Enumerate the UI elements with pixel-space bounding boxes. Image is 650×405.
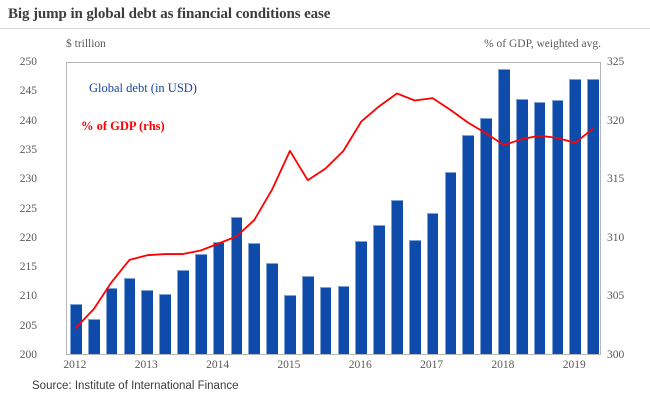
- y-tick-right: 320: [607, 114, 625, 127]
- x-tick-label: 2017: [420, 359, 444, 371]
- y-tick-right: 315: [607, 173, 625, 186]
- bar: [515, 99, 528, 354]
- x-tick-label: 2012: [63, 359, 87, 371]
- bar: [70, 304, 82, 354]
- bar: [337, 286, 350, 354]
- bar: [105, 287, 118, 354]
- pct-gdp-polyline: [75, 92, 594, 329]
- left-axis-caption: $ trillion: [66, 38, 106, 50]
- bar: [462, 135, 475, 354]
- bar: [141, 289, 154, 354]
- y-tick-left: 240: [19, 114, 37, 127]
- bar: [87, 318, 100, 354]
- y-tick-left: 210: [19, 290, 37, 303]
- bar: [533, 102, 546, 354]
- y-tick-left: 230: [19, 173, 37, 186]
- bar: [355, 240, 368, 354]
- bar: [498, 68, 510, 354]
- bar: [159, 294, 171, 354]
- x-tick-label: 2019: [562, 359, 586, 371]
- y-tick-right: 325: [607, 56, 625, 68]
- bar: [177, 270, 189, 354]
- bar: [230, 216, 243, 354]
- y-tick-left: 225: [19, 202, 37, 215]
- legend-item-global-debt: Global debt (in USD): [89, 81, 197, 95]
- title-divider: [0, 28, 650, 29]
- y-tick-right: 310: [607, 231, 625, 244]
- bar: [301, 276, 314, 354]
- bar: [551, 99, 564, 354]
- bar: [248, 242, 261, 354]
- page-title: Big jump in global debt as financial con…: [8, 6, 331, 22]
- y-tick-left: 215: [19, 261, 37, 274]
- x-tick-label: 2014: [206, 359, 230, 371]
- bar: [569, 78, 582, 354]
- plot-area: Global debt (in USD) % of GDP (rhs): [66, 62, 601, 355]
- bar: [480, 117, 492, 354]
- bar: [444, 172, 457, 354]
- x-tick-label: 2013: [134, 359, 158, 371]
- y-tick-left: 245: [19, 85, 37, 98]
- bar: [194, 254, 207, 354]
- x-tick-label: 2016: [348, 359, 372, 371]
- bar: [373, 225, 385, 354]
- y-tick-left: 205: [19, 319, 37, 332]
- bar: [426, 213, 439, 354]
- y-tick-left: 250: [19, 56, 37, 68]
- bar: [212, 241, 225, 354]
- y-tick-left: 235: [19, 143, 37, 156]
- bar: [266, 263, 278, 354]
- y-tick-left: 200: [19, 349, 37, 361]
- y-tick-right: 300: [607, 349, 625, 361]
- line-series-pct-gdp: [75, 92, 594, 329]
- bar: [391, 199, 403, 354]
- x-tick-label: 2018: [491, 359, 515, 371]
- right-axis-caption: % of GDP, weighted avg.: [484, 38, 601, 50]
- y-tick-left: 220: [19, 231, 37, 244]
- x-tick-label: 2015: [277, 359, 301, 371]
- bar: [587, 78, 599, 354]
- source-note: Source: Institute of International Finan…: [32, 380, 239, 392]
- bar: [319, 286, 332, 354]
- legend-item-pct-gdp: % of GDP (rhs): [81, 119, 165, 133]
- bar: [284, 295, 296, 354]
- bar: [123, 277, 136, 354]
- y-tick-right: 305: [607, 290, 625, 303]
- bar: [408, 239, 421, 354]
